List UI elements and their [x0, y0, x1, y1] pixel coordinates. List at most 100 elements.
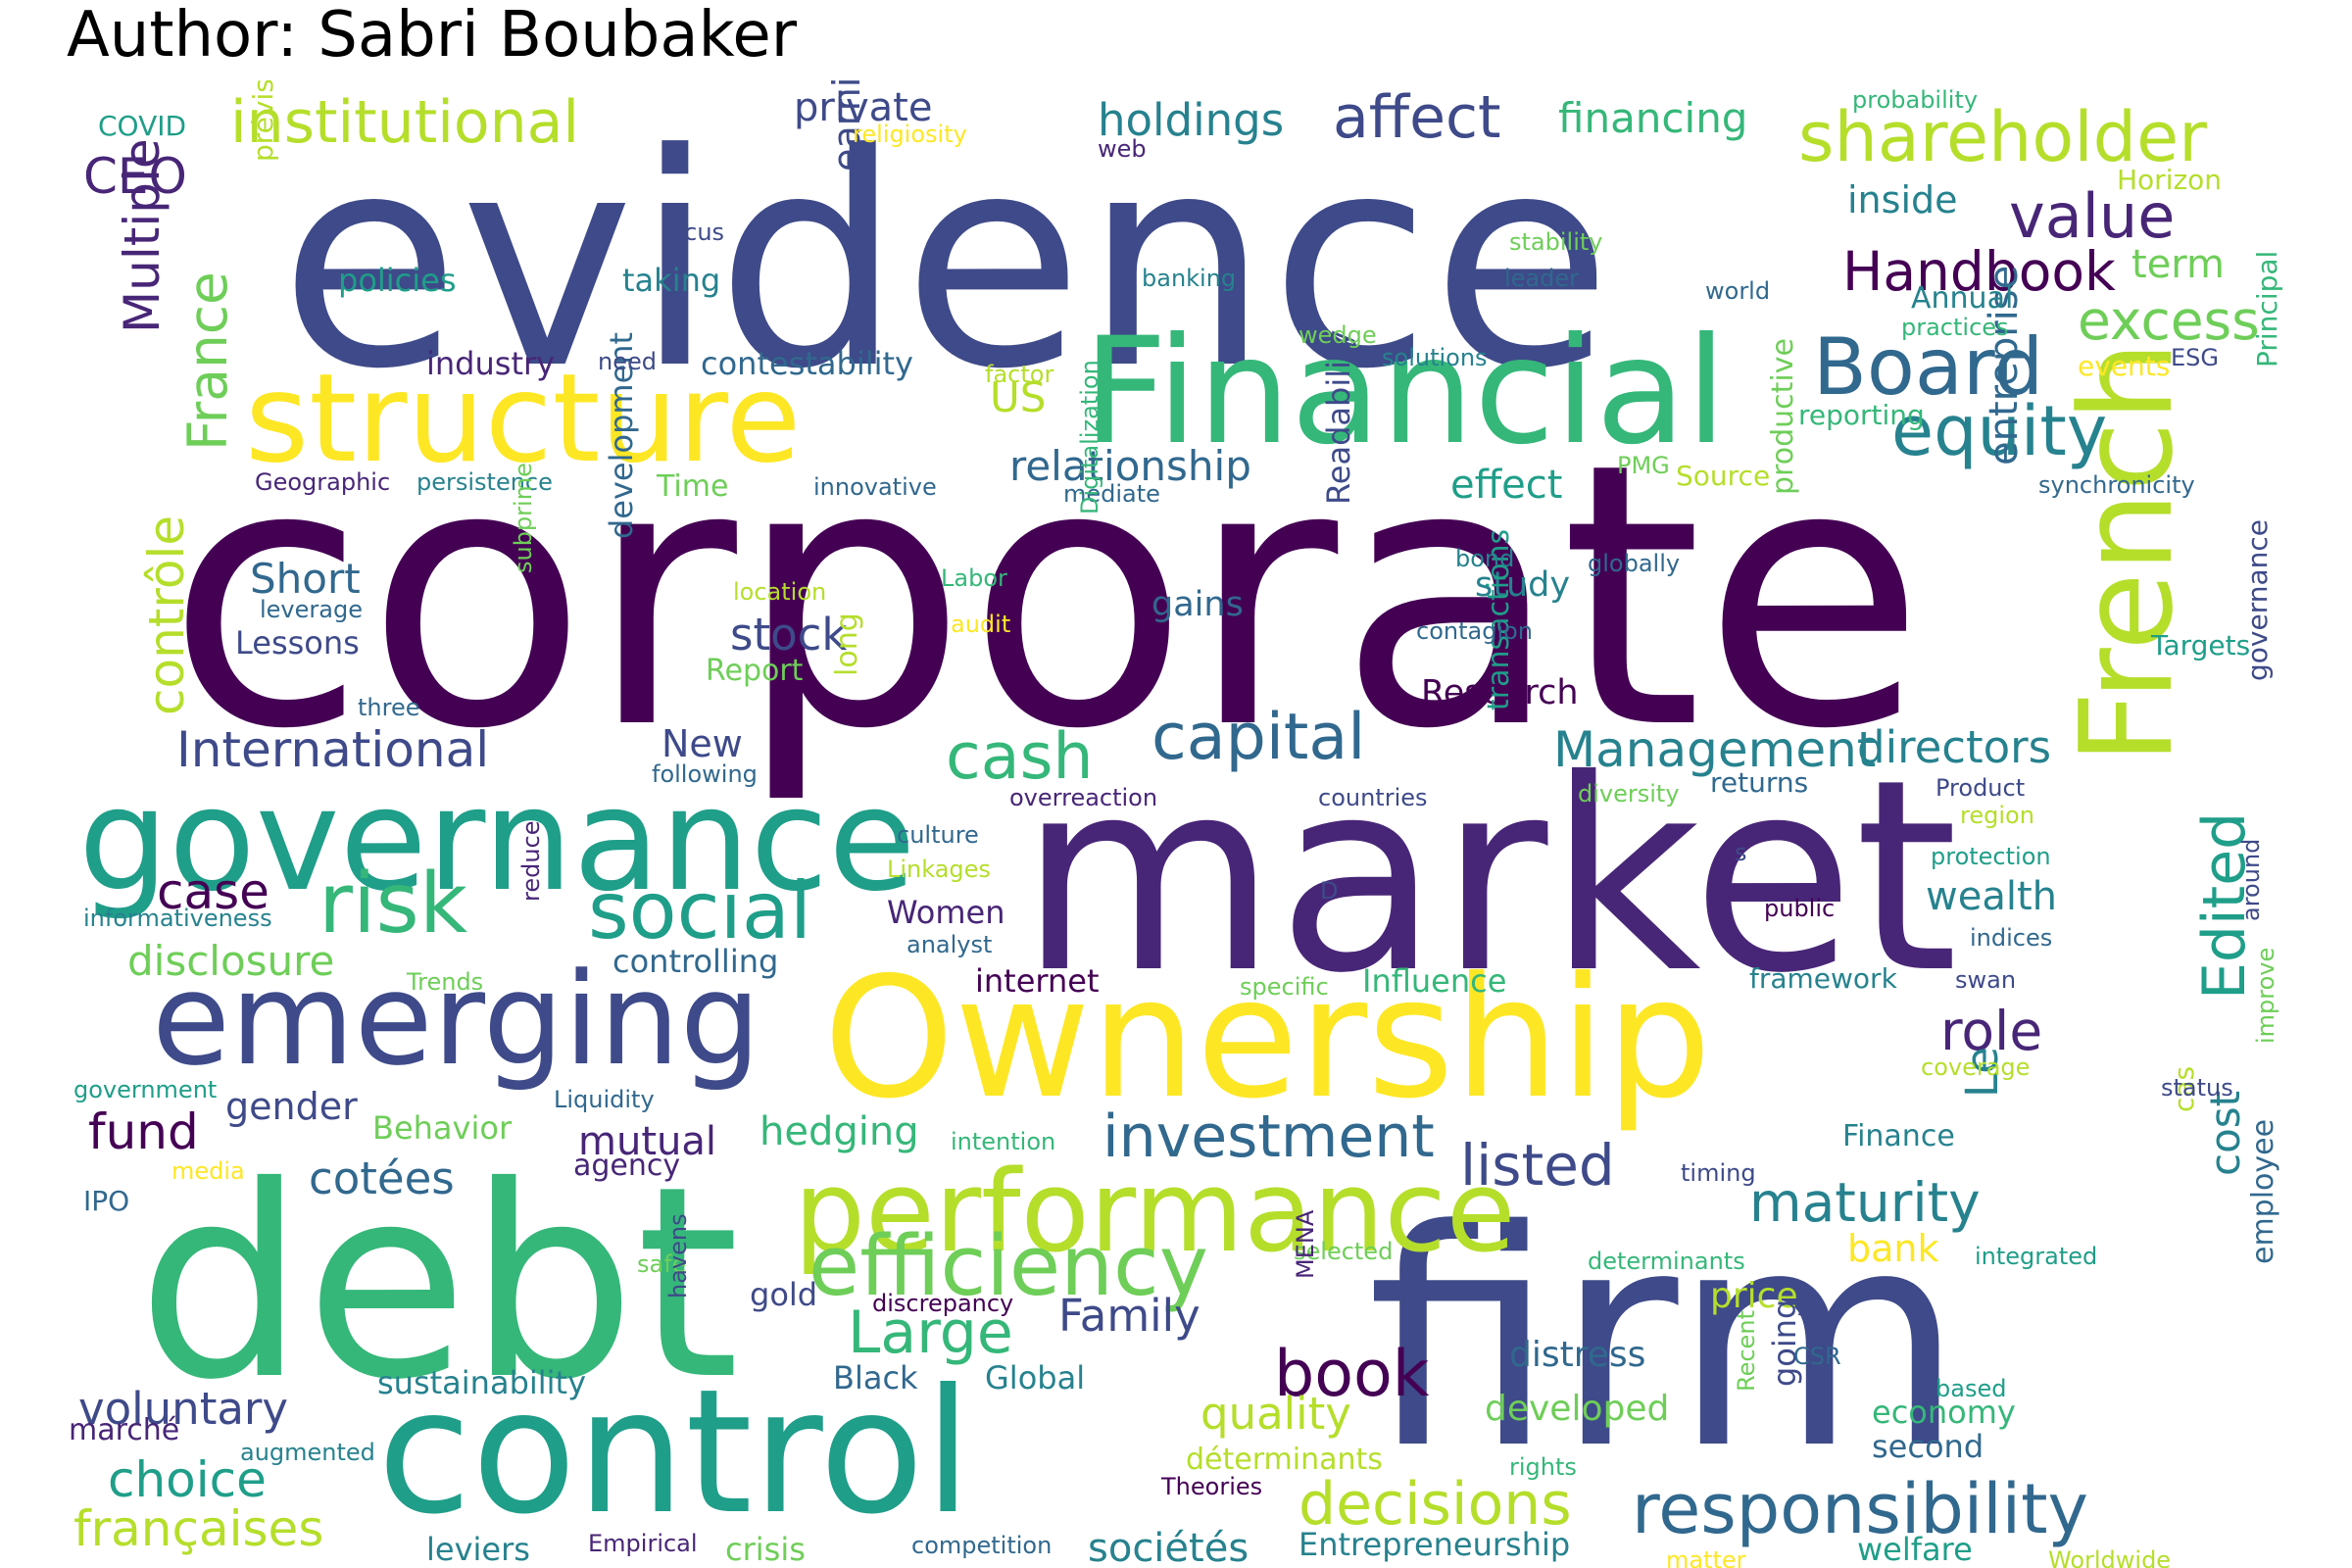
cloud-word: disclosure — [127, 937, 335, 985]
cloud-word: debt — [137, 1129, 740, 1438]
cloud-word: equity — [1891, 391, 2108, 471]
cloud-word: prévisions — [247, 80, 279, 162]
cloud-word: leviers — [426, 1531, 530, 1568]
cloud-word: governance — [2241, 519, 2274, 681]
cloud-word: private — [794, 85, 933, 130]
cloud-word: Multiple — [114, 138, 171, 333]
cloud-word: Targets — [2151, 629, 2251, 662]
cloud-word: location — [733, 578, 827, 606]
cloud-word: sustainability — [377, 1364, 587, 1401]
cloud-word: synchronicity — [2038, 471, 2195, 499]
cloud-word: hedging — [760, 1109, 919, 1154]
cloud-word: contagion — [1416, 617, 1534, 645]
cloud-word: globally — [1588, 550, 1681, 577]
cloud-word: Linkages — [887, 856, 991, 883]
cloud-word: havens — [664, 1213, 692, 1298]
cloud-word: returns — [1710, 766, 1809, 799]
cloud-word: safe — [637, 1250, 687, 1278]
cloud-word: value — [2009, 180, 2176, 252]
cloud-word: Family — [1058, 1290, 1200, 1342]
cloud-word: sociétés — [1088, 1526, 1250, 1568]
cloud-word: region — [1960, 802, 2034, 829]
cloud-word: coverage — [1921, 1054, 2031, 1081]
cloud-word: relationship — [1009, 442, 1251, 490]
cloud-word: Handbook — [1842, 240, 2116, 303]
cloud-word: Influence — [1362, 962, 1507, 1000]
cloud-word: employee — [2246, 1118, 2280, 1264]
cloud-word: cotées — [309, 1152, 455, 1204]
cloud-word: firm — [1367, 1166, 1965, 1514]
cloud-word: gains — [1152, 585, 1244, 624]
cloud-word: based — [1936, 1375, 2007, 1402]
cloud-word: audit — [951, 611, 1011, 638]
cloud-word: overreaction — [1009, 784, 1158, 811]
cloud-word: marché — [69, 1413, 180, 1447]
cloud-word: gender — [225, 1085, 358, 1128]
cloud-word: need — [598, 348, 657, 375]
cloud-word: indices — [1970, 924, 2053, 952]
cloud-word: directors — [1857, 721, 2052, 773]
cloud-word: Geographic — [255, 468, 391, 496]
cloud-word: probability — [1852, 86, 1979, 114]
cloud-word: fund — [88, 1103, 199, 1160]
cloud-word: evidence — [279, 91, 1613, 433]
cloud-word: financing — [1558, 94, 1748, 142]
cloud-word: intention — [951, 1128, 1056, 1155]
cloud-word: wedge — [1298, 321, 1377, 349]
cloud-word: Time — [657, 469, 729, 504]
cloud-word: choice — [108, 1451, 267, 1508]
cloud-word: déterminants — [1186, 1443, 1383, 1477]
cloud-word: government — [74, 1076, 218, 1103]
cloud-word: CSR — [1793, 1343, 1841, 1370]
cloud-word: Product — [1936, 774, 2026, 802]
cloud-word: policies — [338, 262, 457, 299]
cloud-word: Principal — [2251, 250, 2283, 368]
cloud-word: risk — [318, 856, 468, 953]
cloud-word: second — [1872, 1428, 1984, 1465]
cloud-word: Digitalization — [1076, 360, 1103, 514]
cloud-word: matter — [1666, 1546, 1746, 1568]
cloud-word: taking — [622, 262, 721, 299]
cloud-word: France — [176, 271, 239, 451]
cloud-word: PMG — [1617, 452, 1670, 479]
cloud-word: events — [2078, 350, 2171, 382]
cloud-word: Finance — [1842, 1119, 1955, 1153]
cloud-word: controlling — [612, 943, 779, 980]
cloud-word: specific — [1240, 973, 1329, 1001]
cloud-word: capital — [1152, 701, 1366, 774]
cloud-word: Entrepreneurship — [1298, 1526, 1571, 1563]
cloud-word: reduce — [517, 820, 545, 902]
cloud-word: persistence — [416, 468, 553, 496]
cloud-word: banking — [1142, 265, 1237, 292]
cloud-word: productive — [1766, 338, 1800, 495]
cloud-word: crisis — [725, 1531, 806, 1568]
cloud-word: Trends — [407, 968, 484, 996]
cloud-word: corporate — [167, 387, 1926, 808]
cloud-word: D — [1320, 877, 1339, 905]
cloud-word: study — [1475, 565, 1571, 605]
cloud-word: voluntary — [78, 1383, 289, 1435]
cloud-word: welfare — [1857, 1531, 1973, 1568]
cloud-word: Large — [848, 1298, 1013, 1367]
cloud-word: integrated — [1975, 1243, 2098, 1270]
cloud-word: stability — [1509, 228, 1603, 256]
cloud-word: wealth — [1926, 874, 2057, 919]
cloud-word: contestability — [701, 345, 913, 382]
cloud-word: Theories — [1161, 1473, 1263, 1500]
cloud-word: gold — [750, 1276, 818, 1313]
cloud-word: book — [1274, 1338, 1430, 1411]
cloud-word: leader — [1504, 265, 1580, 292]
cloud-word: s — [1735, 839, 1747, 866]
cloud-word: media — [172, 1157, 245, 1185]
cloud-word: Source — [1676, 460, 1771, 492]
cloud-word: New — [662, 722, 743, 765]
cloud-word: decisions — [1298, 1470, 1572, 1539]
cloud-word: discrepancy — [872, 1290, 1014, 1317]
cloud-word: Board — [1813, 321, 2044, 413]
cloud-word: reporting — [1798, 399, 1925, 431]
cloud-word: contrôle — [138, 514, 195, 715]
cloud-word: cash — [946, 720, 1094, 794]
cloud-word: Financial — [1083, 307, 1727, 477]
cloud-word: competition — [911, 1532, 1053, 1559]
cloud-word: Annual — [1911, 281, 2014, 316]
